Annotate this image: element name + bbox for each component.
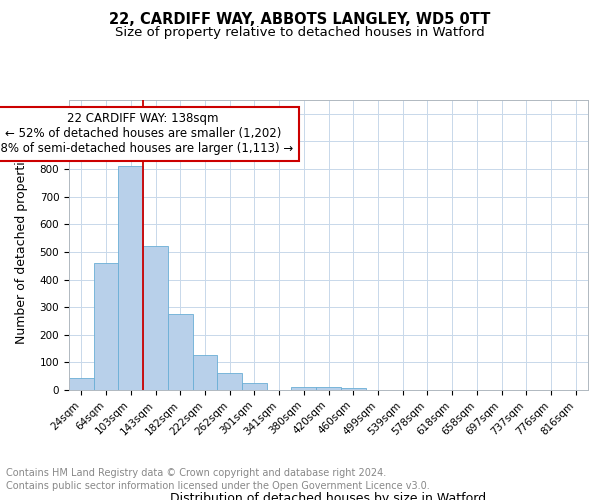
Bar [316, 386, 341, 390]
Text: 22, CARDIFF WAY, ABBOTS LANGLEY, WD5 0TT: 22, CARDIFF WAY, ABBOTS LANGLEY, WD5 0TT [109, 12, 491, 28]
Text: Contains HM Land Registry data © Crown copyright and database right 2024.: Contains HM Land Registry data © Crown c… [6, 468, 386, 477]
Bar [168, 314, 193, 390]
Bar [341, 388, 365, 390]
X-axis label: Distribution of detached houses by size in Watford: Distribution of detached houses by size … [170, 492, 487, 500]
Text: Contains public sector information licensed under the Open Government Licence v3: Contains public sector information licen… [6, 481, 430, 491]
Bar [143, 246, 168, 390]
Text: Size of property relative to detached houses in Watford: Size of property relative to detached ho… [115, 26, 485, 39]
Bar [69, 378, 94, 390]
Text: 22 CARDIFF WAY: 138sqm
← 52% of detached houses are smaller (1,202)
48% of semi-: 22 CARDIFF WAY: 138sqm ← 52% of detached… [0, 112, 293, 156]
Y-axis label: Number of detached properties: Number of detached properties [14, 146, 28, 344]
Bar [94, 263, 118, 390]
Bar [118, 166, 143, 390]
Bar [242, 383, 267, 390]
Bar [193, 356, 217, 390]
Bar [217, 374, 242, 390]
Bar [292, 386, 316, 390]
